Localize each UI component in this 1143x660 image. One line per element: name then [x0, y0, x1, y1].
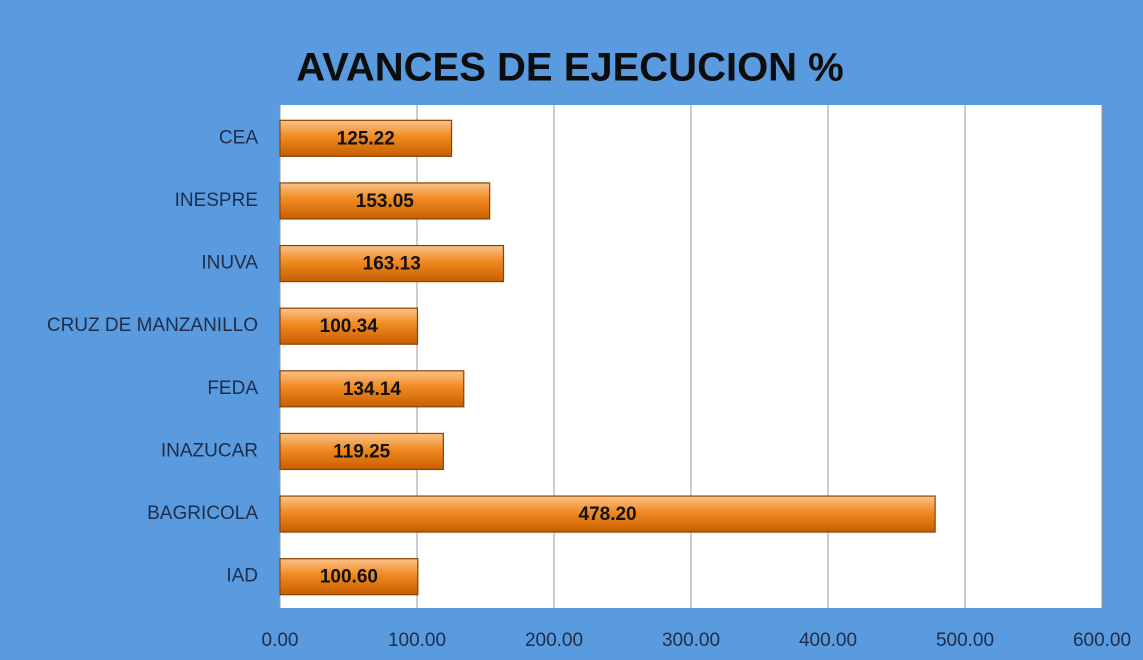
- data-label: 153.05: [356, 191, 415, 212]
- x-tick-label: 200.00: [525, 630, 583, 651]
- x-tick-label: 600.00: [1073, 630, 1131, 651]
- data-label: 163.13: [363, 254, 421, 275]
- data-label: 134.14: [343, 379, 402, 400]
- x-tick-label: 300.00: [662, 630, 720, 651]
- data-label: 119.25: [333, 441, 390, 462]
- x-tick-label: 0.00: [262, 630, 299, 651]
- bar: [279, 370, 465, 408]
- bar: [279, 558, 419, 596]
- x-tick-label: 100.00: [388, 630, 446, 651]
- y-tick-label: INESPRE: [175, 190, 258, 211]
- data-label: 100.60: [320, 567, 378, 588]
- y-tick-label: INAZUCAR: [161, 440, 258, 461]
- y-tick-label: CRUZ DE MANZANILLO: [47, 315, 258, 336]
- x-tick-label: 500.00: [936, 630, 994, 651]
- x-tick-label: 400.00: [799, 630, 857, 651]
- bar: [279, 182, 491, 220]
- data-label: 125.22: [337, 128, 395, 149]
- chart-title: AVANCES DE EJECUCION %: [296, 46, 844, 90]
- bar: [279, 495, 936, 533]
- y-tick-label: FEDA: [207, 378, 258, 399]
- y-tick-label: IAD: [226, 566, 258, 587]
- bar: [279, 244, 505, 283]
- data-label: 478.20: [579, 504, 637, 525]
- bar: [279, 432, 444, 471]
- y-tick-label: INUVA: [201, 253, 258, 274]
- y-tick-label: BAGRICOLA: [147, 503, 258, 524]
- bar: [279, 307, 419, 345]
- bar: [279, 119, 453, 157]
- data-label: 100.34: [320, 316, 379, 337]
- y-tick-label: CEA: [219, 127, 258, 148]
